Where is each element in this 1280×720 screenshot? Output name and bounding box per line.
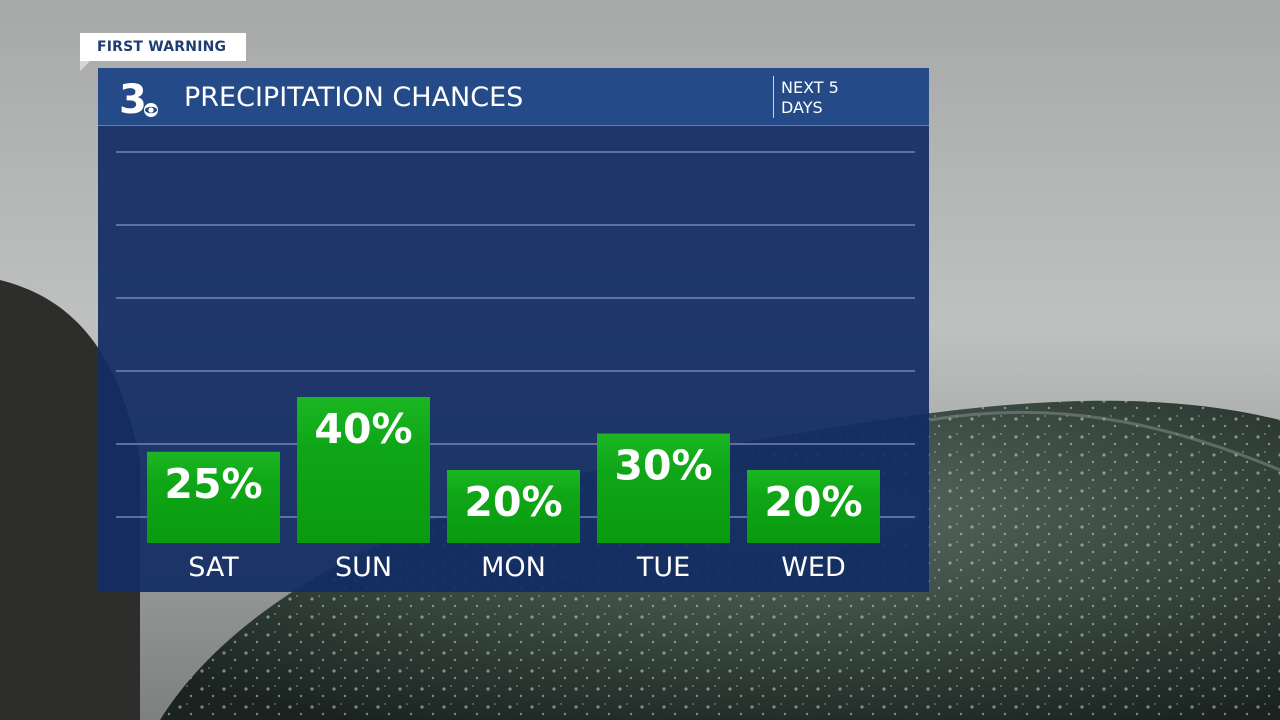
forecast-range-line-2: DAYS — [781, 98, 823, 117]
precipitation-bar-chart: 25% 40% 20% 30% 20% SAT SUN MON TUE WED — [116, 151, 915, 583]
logo-numeral: 3 — [119, 77, 147, 120]
bar-mon — [447, 470, 580, 543]
station-logo-icon: 3 — [119, 77, 158, 120]
forecast-range: NEXT 5 DAYS — [781, 78, 891, 118]
chart-bars — [147, 397, 880, 543]
day-label-wed: WED — [781, 552, 846, 583]
day-label-tue: TUE — [636, 552, 690, 583]
value-label-wed: 20% — [764, 478, 862, 526]
badge-notch — [80, 61, 90, 71]
first-warning-label: FIRST WARNING — [97, 39, 227, 55]
chart-day-labels: SAT SUN MON TUE WED — [188, 552, 846, 583]
day-label-sun: SUN — [335, 552, 392, 583]
panel-header: 3 PRECIPITATION CHANCES NEXT 5 DAYS — [98, 68, 929, 126]
bar-wed — [747, 470, 880, 543]
chart-title: PRECIPITATION CHANCES — [184, 82, 524, 113]
bar-tue — [597, 433, 730, 543]
value-label-tue: 30% — [614, 442, 712, 490]
value-label-sun: 40% — [314, 405, 412, 453]
forecast-range-line-1: NEXT 5 — [781, 78, 839, 97]
bar-sun — [297, 397, 430, 543]
header-divider — [773, 76, 774, 118]
value-label-mon: 20% — [464, 478, 562, 526]
first-warning-badge: FIRST WARNING — [80, 33, 246, 61]
day-label-mon: MON — [481, 552, 546, 583]
value-label-sat: 25% — [164, 460, 262, 508]
chart-value-labels: 25% 40% 20% 30% 20% — [164, 405, 862, 526]
day-label-sat: SAT — [188, 552, 239, 583]
bar-sat — [147, 451, 280, 543]
precipitation-panel: 3 PRECIPITATION CHANCES NEXT 5 DAYS 25% 4… — [98, 68, 929, 592]
